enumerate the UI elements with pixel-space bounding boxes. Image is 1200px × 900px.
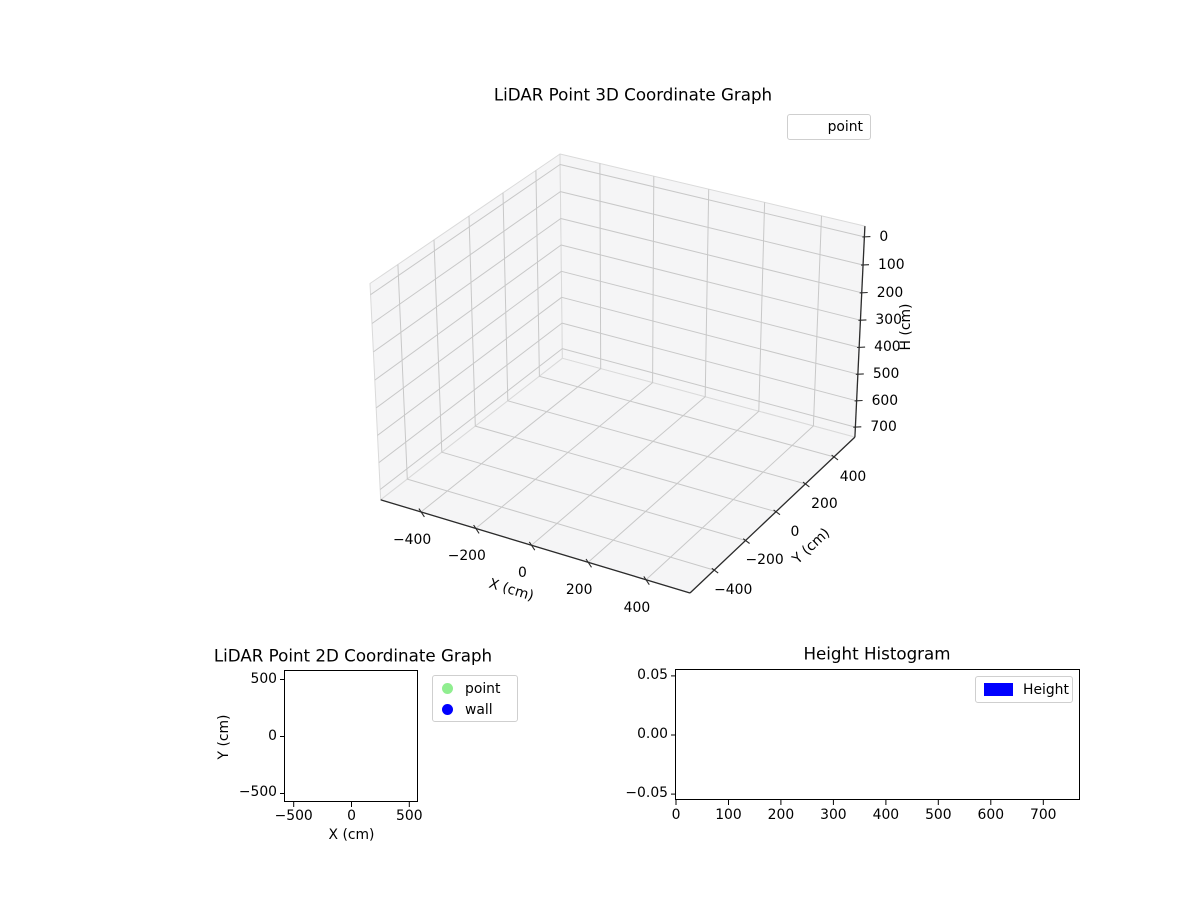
x-tick-label-2d: 0: [347, 808, 356, 825]
grid-h: [373, 218, 862, 353]
point-marker-icon: [442, 683, 453, 694]
hist-title: Height Histogram: [803, 643, 951, 664]
plot2d-legend-row-point: point: [433, 678, 517, 699]
x-tick-label-hist: 400: [872, 807, 900, 824]
grid-h: [375, 270, 860, 409]
h-tick-label-3d: 0: [879, 228, 889, 245]
grid-x: [587, 202, 766, 563]
y-tick-label-2d: 0: [268, 727, 277, 744]
h-tick-label-3d: 300: [875, 312, 902, 329]
grid-h: [371, 191, 864, 324]
y-tick: [742, 538, 750, 544]
y-tick-label-hist: 0.05: [637, 666, 668, 683]
x-tick-label-hist: 0: [671, 807, 681, 824]
h-tick-label-3d: 200: [876, 284, 904, 301]
h-tick-label-3d: 700: [870, 419, 897, 436]
x-tick-label-3d: −200: [447, 548, 486, 565]
grid-y: [397, 264, 715, 571]
plot3d-legend-label-point: point: [827, 119, 863, 135]
h-axis-label-3d: H (cm): [898, 303, 915, 351]
grid-x: [420, 163, 602, 513]
z-axis-spine: [854, 226, 866, 438]
grid-y: [535, 170, 835, 458]
grid-h: [374, 244, 861, 381]
height-swatch-icon: [984, 683, 1013, 696]
hist-legend-label-height: Height: [1023, 681, 1069, 698]
y-tick-label-3d: −400: [714, 582, 753, 599]
y-tick: [773, 509, 781, 516]
plot2d-title: LiDAR Point 2D Coordinate Graph: [213, 645, 493, 666]
y-tick-label-2d: 500: [250, 670, 277, 687]
x-axis-spine: [380, 499, 691, 594]
grid-x: [531, 189, 710, 546]
x-tick-label-3d: 0: [518, 565, 527, 582]
x-tick-label-hist: 100: [715, 807, 742, 824]
y-tick-label-3d: −200: [745, 552, 784, 569]
grid-h: [379, 348, 856, 490]
h-tick-label-3d: 600: [871, 392, 899, 409]
x-tick: [473, 524, 480, 534]
wall-marker-icon: [442, 704, 453, 715]
y-tick-label-3d: 400: [839, 468, 867, 485]
plot3d-title: LiDAR Point 3D Coordinate Graph: [493, 84, 773, 105]
x-tick-label-2d: 500: [396, 808, 423, 825]
plot2d-legend: point wall: [432, 675, 518, 722]
x-tick-label-3d: 200: [565, 582, 593, 599]
grid-y: [502, 192, 806, 485]
x-tick-label-3d: 400: [623, 599, 651, 616]
plot2d-legend-row-wall: wall: [433, 699, 517, 720]
plot2d-legend-label-wall: wall: [465, 701, 493, 718]
x-tick-label-3d: −400: [393, 531, 432, 548]
x-tick: [418, 508, 425, 518]
grid-h: [377, 296, 858, 436]
y-tick-label-hist: 0.00: [637, 726, 668, 743]
y-tick-label-3d: 0: [790, 523, 800, 540]
x-tick: [643, 576, 650, 586]
grid-h: [378, 322, 857, 463]
x-tick-label-hist: 500: [925, 807, 952, 824]
h-tick-label-3d: 100: [878, 257, 905, 274]
plot3d-legend: point: [787, 114, 871, 140]
grid-x: [645, 215, 822, 581]
y-tick-label-hist: −0.05: [625, 785, 668, 802]
y-axis-label-2d: Y (cm): [216, 714, 233, 759]
y-axis-spine: [689, 436, 856, 594]
x-axis-label-2d: X (cm): [328, 827, 375, 844]
y-tick: [831, 454, 839, 461]
h-tick-label-3d: 500: [872, 366, 900, 383]
x-tick: [528, 541, 536, 551]
x-tick: [585, 558, 592, 568]
grid-h: [370, 164, 865, 296]
x-tick-label-hist: 200: [767, 807, 795, 824]
grid-y: [433, 239, 746, 541]
y-tick-label-2d: −500: [238, 784, 277, 801]
h-tick-label-3d: 400: [874, 339, 901, 356]
x-tick-label-hist: 300: [820, 807, 847, 824]
y-tick: [802, 481, 810, 488]
x-tick-label-2d: −500: [274, 808, 313, 825]
grid-x: [475, 176, 655, 529]
y-tick: [711, 567, 719, 574]
hist-legend: Height: [975, 676, 1073, 703]
x-tick-label-hist: 700: [1030, 807, 1057, 824]
x-tick-label-hist: 600: [977, 807, 1005, 824]
y-tick-label-3d: 200: [811, 495, 838, 512]
plot2d-legend-label-point: point: [465, 680, 501, 697]
plot2d-axes-box: [284, 670, 418, 802]
grid-y: [468, 215, 777, 513]
